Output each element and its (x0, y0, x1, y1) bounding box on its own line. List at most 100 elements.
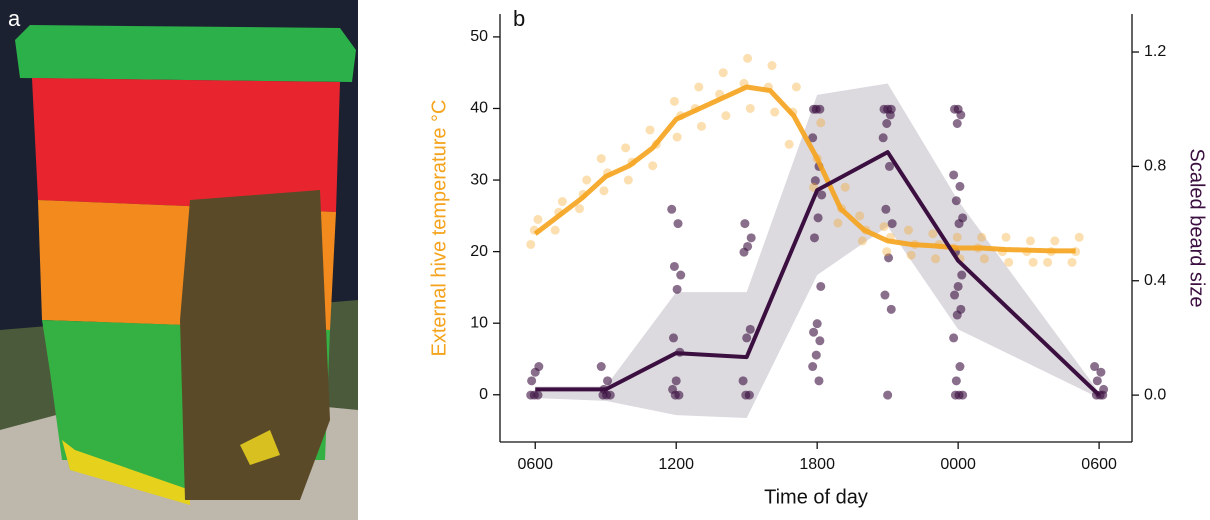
point (672, 284, 682, 294)
point (951, 196, 961, 206)
point (770, 107, 780, 117)
point (533, 390, 543, 400)
point (928, 229, 938, 239)
photo: a (0, 0, 358, 520)
point (744, 390, 754, 400)
point (784, 139, 794, 149)
point (884, 161, 894, 171)
point (815, 104, 825, 114)
point (808, 362, 818, 372)
point (817, 190, 827, 200)
point (810, 176, 820, 186)
point (742, 333, 752, 343)
point (977, 232, 987, 242)
y2-tick-label: 0.8 (1144, 158, 1166, 175)
point (833, 218, 843, 228)
point (855, 211, 865, 221)
point (809, 233, 819, 243)
point (949, 333, 959, 343)
point (694, 82, 704, 92)
point (955, 362, 965, 372)
point (1004, 257, 1014, 267)
point (676, 270, 686, 280)
point (605, 390, 615, 400)
point (816, 118, 826, 128)
point (1096, 367, 1106, 377)
point (808, 133, 818, 143)
point (1025, 236, 1035, 246)
point (878, 133, 888, 143)
point (958, 390, 968, 400)
point (673, 219, 683, 229)
point (951, 376, 961, 386)
line (533, 84, 1076, 254)
point (550, 225, 560, 235)
point (906, 250, 916, 260)
point (956, 304, 966, 314)
point (886, 304, 896, 314)
point (814, 376, 824, 386)
point (955, 181, 965, 191)
point (1099, 384, 1109, 394)
point (886, 104, 896, 114)
point (527, 376, 537, 386)
point (931, 254, 941, 264)
point (883, 390, 893, 400)
point (526, 239, 536, 249)
point (879, 222, 889, 232)
point (557, 197, 567, 207)
point (767, 61, 777, 71)
point (621, 143, 631, 153)
point (599, 186, 609, 196)
point (672, 132, 682, 142)
point (740, 219, 750, 229)
point (1050, 236, 1060, 246)
y2-tick-label: 1.2 (1144, 43, 1166, 60)
point (1092, 376, 1102, 386)
point (718, 68, 728, 78)
chart: 0600 1200 1800 0000 0600 0 10 20 30 40 50 0.0 0.4 0.8… (428, 6, 1207, 508)
point (645, 125, 655, 135)
x-tick-label: 0000 (940, 456, 976, 473)
x-tick-label: 1800 (799, 456, 835, 473)
y-tick-label: 10 (470, 314, 488, 331)
x-tick-label: 0600 (517, 456, 553, 473)
y-tick-label: 50 (470, 28, 488, 45)
point (979, 254, 989, 264)
point (697, 121, 707, 131)
y2-axis-label: Scaled beard size (1186, 149, 1208, 308)
point (815, 336, 825, 346)
point (596, 154, 606, 164)
point (1090, 362, 1100, 372)
x-tick-label: 0600 (1081, 456, 1117, 473)
point (791, 82, 801, 92)
y-tick-label: 20 (470, 243, 488, 260)
y-axis-label: External hive temperature °C (428, 99, 450, 356)
point (746, 233, 756, 243)
point (745, 103, 755, 113)
y-tick-label: 0 (479, 386, 488, 403)
point (738, 376, 748, 386)
point (809, 104, 819, 114)
point (881, 204, 891, 214)
point (534, 362, 544, 372)
point (813, 213, 823, 223)
point (745, 324, 755, 334)
point (674, 390, 684, 400)
y2-tick-label: 0.4 (1144, 272, 1166, 289)
point (882, 119, 892, 129)
point (949, 170, 959, 180)
point (882, 247, 892, 257)
point (958, 213, 968, 223)
point (648, 161, 658, 171)
point (1043, 257, 1053, 267)
line (535, 150, 1101, 397)
point (953, 104, 963, 114)
point (596, 362, 606, 372)
point (623, 175, 633, 185)
x-tick-label: 1200 (658, 456, 694, 473)
point (743, 241, 753, 251)
y-tick-label: 40 (470, 100, 488, 117)
